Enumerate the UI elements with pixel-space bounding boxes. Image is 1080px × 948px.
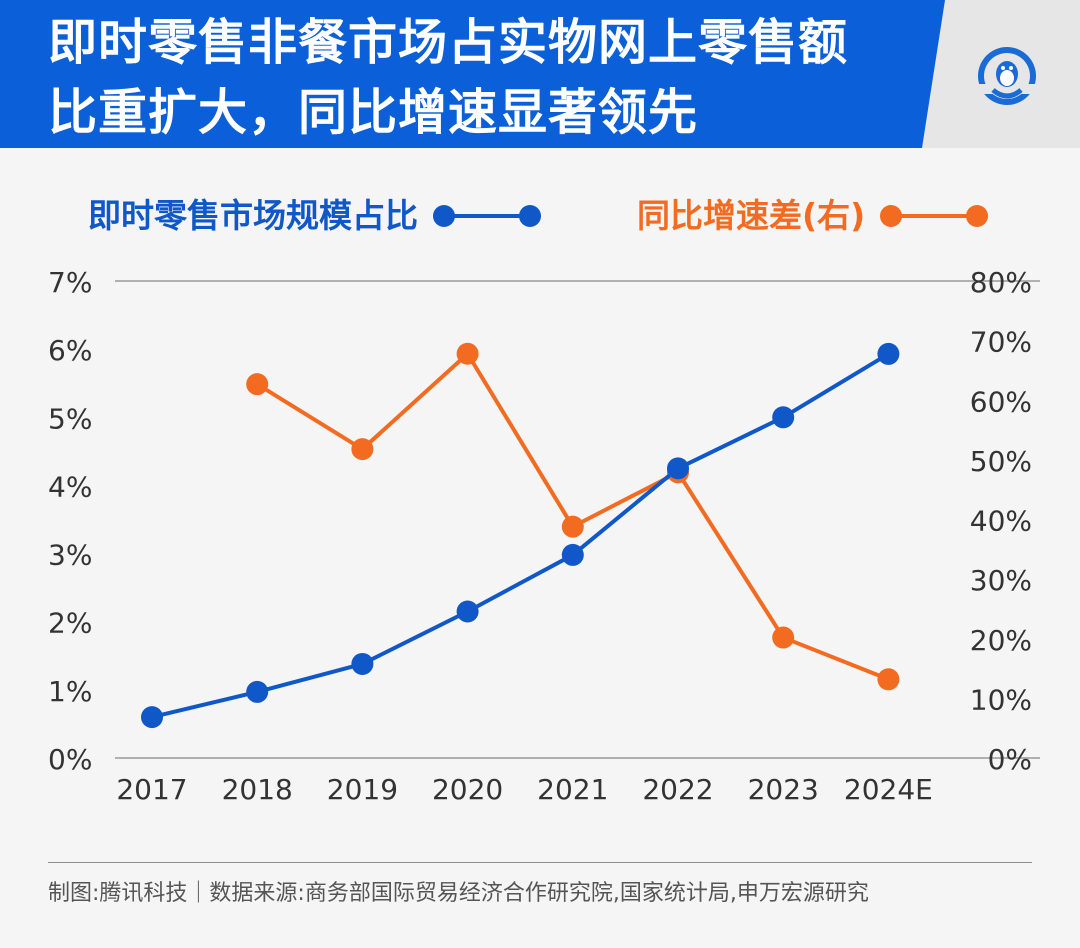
legend-swatch-growth-gap [880, 205, 989, 227]
legend-item-growth-gap: 同比增速差(右) [637, 196, 989, 236]
series-share-point [351, 652, 374, 675]
left-axis-tick-label: 5% [48, 402, 92, 435]
left-axis-tick-label: 4% [48, 470, 92, 503]
series-share-point [561, 543, 584, 566]
legend-label-share: 即时零售市场规模占比 [88, 196, 418, 235]
title-line-1: 即时零售非餐市场占实物网上零售额 [48, 14, 849, 71]
tencent-news-logo-icon [975, 47, 1039, 105]
left-axis-tick-label: 7% [48, 266, 92, 299]
footer-credit: 制图:腾讯科技｜数据来源:商务部国际贸易经济合作研究院,国家统计局,申万宏源研究 [48, 881, 869, 906]
x-axis-tick-label: 2020 [432, 773, 503, 806]
title-line-2: 比重扩大，同比增速显著领先 [48, 84, 699, 141]
left-axis-tick-label: 2% [48, 607, 92, 640]
left-axis-tick-label: 3% [48, 539, 92, 572]
right-axis-tick-label: 70% [970, 326, 1032, 359]
series-growth-gap-point [246, 373, 269, 396]
x-axis-tick-label: 2019 [327, 773, 398, 806]
right-axis-tick-label: 50% [970, 445, 1032, 478]
right-axis-tick-label: 80% [970, 266, 1032, 299]
series-share-point [456, 600, 479, 623]
left-axis-tick-label: 6% [48, 334, 92, 367]
x-axis-tick-label: 2022 [642, 773, 713, 806]
x-axis-tick-label: 2017 [116, 773, 187, 806]
series-growth-gap-point [351, 438, 374, 461]
x-axis-tick-label: 2021 [537, 773, 608, 806]
right-axis-tick-label: 40% [970, 505, 1032, 538]
series-share-point [141, 706, 163, 729]
right-axis-tick-label: 20% [970, 624, 1032, 657]
left-axis-tick-label: 0% [48, 743, 92, 776]
x-axis-tick-label: 2018 [222, 773, 293, 806]
title-banner [0, 0, 945, 148]
legend-swatch-share [433, 205, 541, 227]
header-bar: 即时零售非餐市场占实物网上零售额 比重扩大，同比增速显著领先 [0, 0, 1080, 148]
series-share-line [151, 352, 890, 720]
series-share-point [667, 457, 689, 480]
x-axis-tick-label: 2023 [748, 773, 819, 806]
right-axis-tick-label: 0% [988, 743, 1032, 776]
series-share-point [772, 406, 795, 429]
legend-label-growth-gap: 同比增速差(右) [637, 196, 866, 235]
series-growth-gap-point [456, 342, 479, 365]
series-share-point [246, 680, 269, 703]
series-growth-gap-point [877, 668, 900, 691]
x-axis-tick-label: 2024E [844, 773, 933, 806]
series-share-point [877, 342, 900, 365]
left-axis-tick-label: 1% [48, 675, 92, 708]
series-growth-gap-point [772, 626, 795, 649]
series-growth-gap-point [561, 515, 584, 538]
legend-item-share: 即时零售市场规模占比 [88, 196, 542, 236]
right-axis-tick-label: 30% [970, 564, 1032, 597]
right-axis-tick-label: 10% [970, 683, 1032, 716]
footer-divider [48, 862, 1032, 863]
right-axis-tick-label: 60% [970, 385, 1032, 418]
